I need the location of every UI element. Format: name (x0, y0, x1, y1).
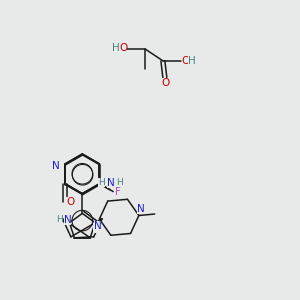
Text: F: F (115, 187, 121, 196)
Text: N: N (137, 203, 145, 214)
Text: O: O (162, 78, 170, 88)
Text: N: N (94, 221, 101, 231)
Text: H: H (116, 178, 123, 187)
Text: N: N (93, 223, 101, 233)
Text: H: H (56, 215, 63, 224)
Text: N: N (107, 178, 115, 188)
Text: O: O (119, 43, 127, 53)
Text: O: O (182, 56, 190, 66)
Text: N: N (64, 215, 71, 225)
Text: N: N (52, 161, 60, 171)
Text: H: H (188, 56, 196, 66)
Text: H: H (112, 43, 120, 53)
Text: O: O (66, 196, 74, 206)
Text: H: H (98, 178, 105, 187)
